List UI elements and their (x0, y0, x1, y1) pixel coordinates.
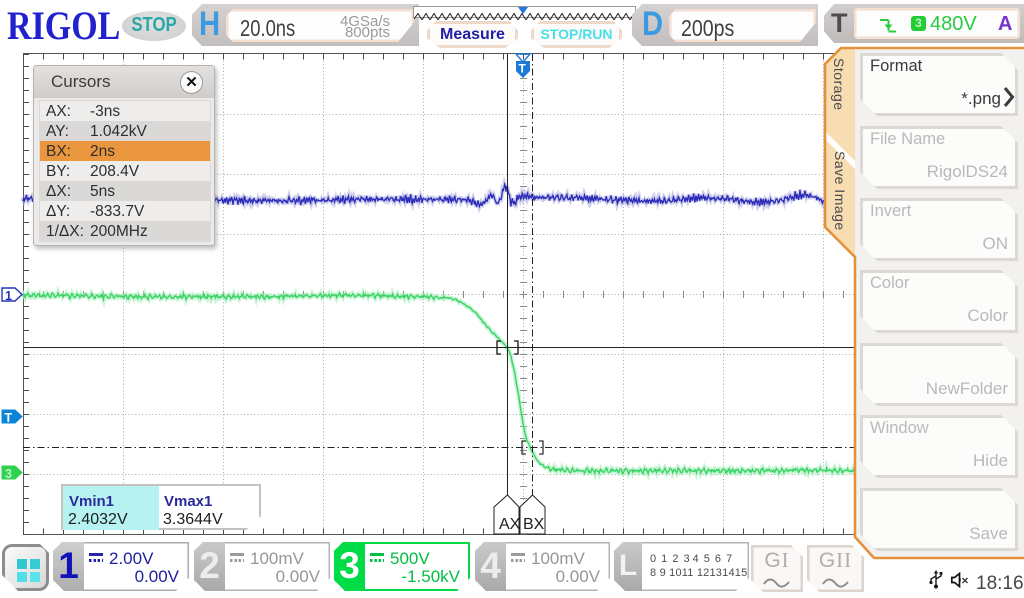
svg-text:BX: BX (523, 516, 545, 533)
svg-text:T: T (5, 411, 13, 425)
svg-text:T: T (519, 62, 527, 76)
svg-text:3: 3 (5, 467, 12, 481)
svg-text:AX: AX (499, 516, 521, 533)
svg-text:1: 1 (5, 289, 12, 303)
